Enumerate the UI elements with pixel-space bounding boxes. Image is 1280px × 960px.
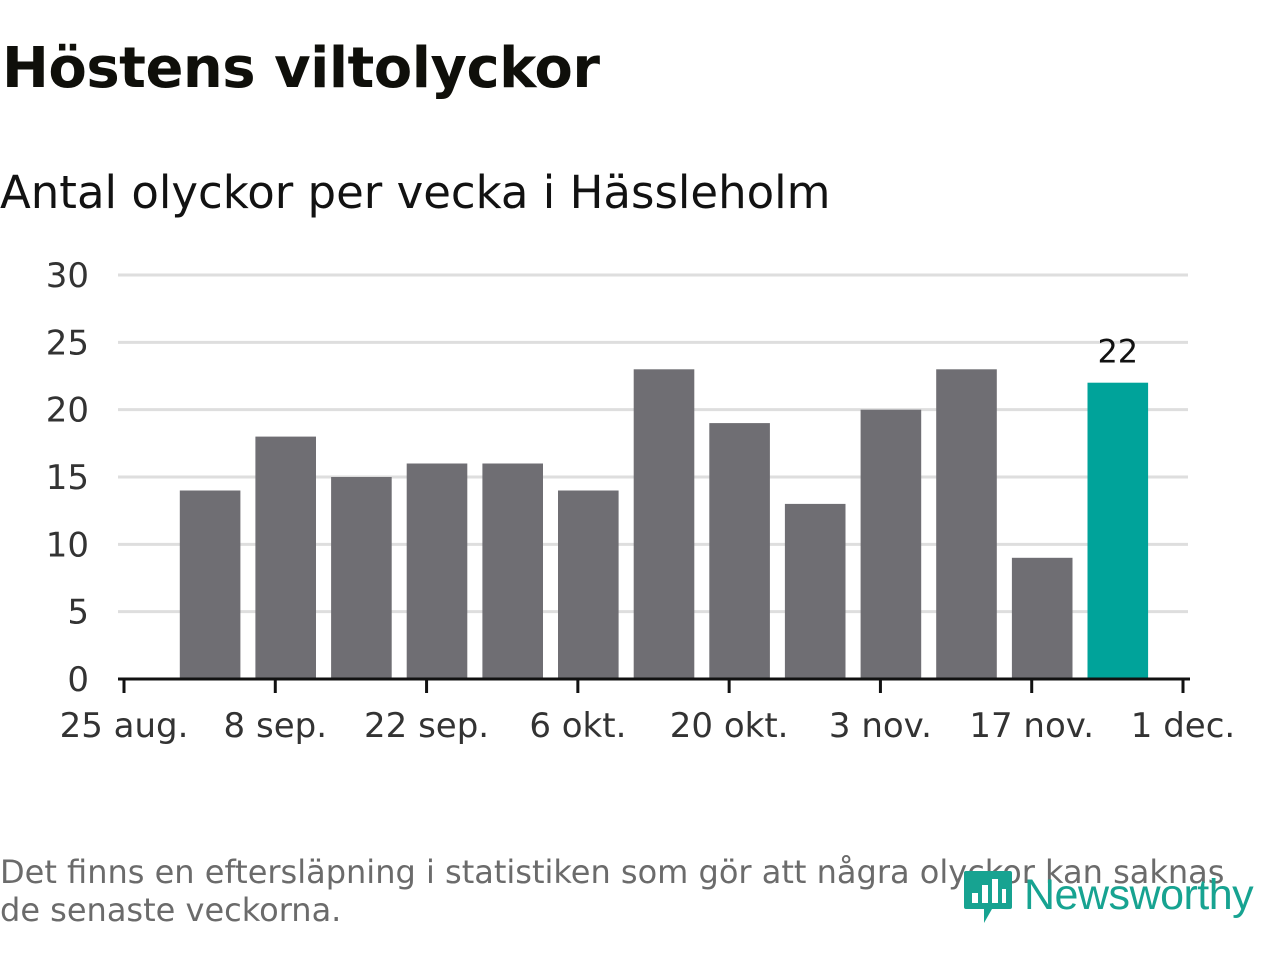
chart-subtitle: Antal olyckor per vecka i Hässleholm [0,166,831,219]
x-axis: 25 aug. 8 sep. 22 sep. 6 okt. 20 okt. 3 nov. 1… [60,677,1235,746]
x-tick-label: 8 sep. [224,706,327,746]
x-tick-label: 20 okt. [670,706,789,746]
y-tick-label: 25 [46,323,89,363]
logo-text: Newsworthy [1024,870,1254,919]
bar [936,369,997,679]
chart-title: Höstens viltolyckor [2,36,600,101]
y-axis-ticks: 0 5 10 15 20 25 30 [46,256,89,700]
x-tick-label: 3 nov. [829,706,932,746]
x-tick-label: 6 okt. [529,706,626,746]
bar-value-label: 22 [1097,333,1138,371]
newsworthy-logo: Newsworthy [962,860,1254,930]
bar [860,409,922,679]
y-tick-label: 10 [46,525,89,565]
x-tick-label: 22 sep. [364,706,489,746]
highlight-bar [1087,382,1149,679]
y-tick-label: 30 [46,256,89,296]
bar [482,463,543,679]
bar [633,369,695,679]
bars [179,369,1149,679]
bar [784,503,846,679]
bar [255,436,316,679]
bar [1011,557,1073,679]
bar [179,490,241,679]
bar [709,423,770,679]
x-tick-label: 25 aug. [60,706,189,746]
bar [331,477,392,679]
y-tick-label: 5 [67,593,89,633]
y-tick-label: 15 [46,458,89,498]
y-tick-label: 20 [46,391,89,431]
newsworthy-logo-icon [964,871,1012,923]
bar [558,490,619,679]
x-tick-label: 1 dec. [1131,706,1235,746]
footnote: Det finns en eftersläpning i statistiken… [0,853,1225,929]
y-tick-label: 0 [67,660,89,700]
bar [406,463,468,679]
data-labels: 22 [1097,333,1138,371]
x-tick-label: 17 nov. [969,706,1094,746]
